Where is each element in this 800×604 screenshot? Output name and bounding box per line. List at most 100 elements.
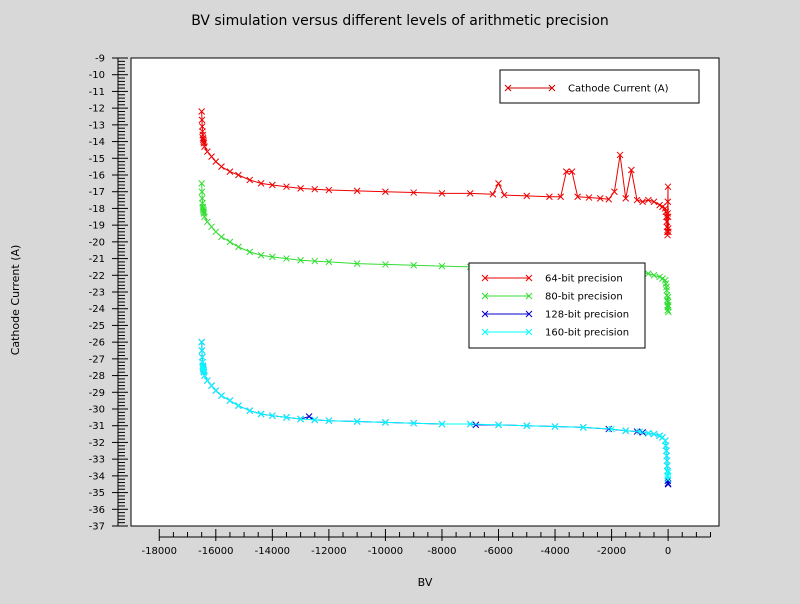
- legend-entry: Cathode Current (A): [504, 84, 669, 95]
- data-point-marker: [665, 308, 672, 316]
- y-tick-label: -36: [89, 505, 105, 516]
- y-tick-label: -12: [89, 104, 105, 115]
- data-point-marker: [305, 413, 313, 420]
- data-point-marker: [198, 195, 206, 202]
- legend-label: 80-bit precision: [545, 292, 623, 303]
- data-point-marker: [650, 198, 658, 206]
- data-point-marker: [596, 195, 604, 202]
- data-point-marker: [663, 452, 671, 460]
- data-point-marker: [579, 424, 587, 431]
- y-tick-label: -35: [89, 488, 105, 499]
- y-tick-label: -37: [89, 522, 105, 533]
- y-tick-label: -32: [89, 438, 105, 449]
- x-tick-label: -2000: [597, 546, 626, 557]
- data-point-marker: [268, 412, 276, 420]
- data-point-marker: [203, 218, 211, 226]
- data-point-marker: [382, 188, 389, 196]
- y-axis: -9 -10 -11 -12 -13 -14 -15 -16 -17 -18 -19 -20 -21 -2…: [89, 54, 128, 533]
- legend-marker: [525, 328, 533, 336]
- data-point-marker: [246, 407, 254, 415]
- data-point-marker: [438, 420, 446, 428]
- data-point-marker: [644, 429, 652, 437]
- y-tick-label: -29: [89, 388, 105, 399]
- data-point-marker: [410, 261, 418, 269]
- data-point-marker: [500, 191, 508, 199]
- y-tick-label: -23: [89, 288, 105, 299]
- data-point-marker: [495, 180, 502, 187]
- data-point-marker: [663, 457, 671, 465]
- data-point-marker: [382, 419, 389, 426]
- data-point-marker: [616, 151, 624, 159]
- legend-label: 160-bit precision: [545, 328, 629, 339]
- data-point-marker: [410, 419, 418, 427]
- y-tick-label: -26: [89, 338, 105, 349]
- y-tick-label: -14: [89, 137, 105, 148]
- data-point-marker: [574, 193, 582, 201]
- legend-marker: [525, 310, 533, 318]
- legend-marker: [548, 84, 556, 92]
- data-point-marker: [198, 338, 206, 346]
- legend-marker: [481, 328, 489, 336]
- data-point-marker: [198, 180, 206, 187]
- data-point-marker: [235, 402, 242, 410]
- data-point-marker: [201, 213, 208, 221]
- data-point-marker: [201, 372, 208, 379]
- data-point-marker: [226, 397, 234, 404]
- legend-main: 64-bit precision 80-bit precision 128-bit …: [468, 262, 646, 349]
- data-point-marker: [297, 415, 304, 423]
- data-point-marker: [201, 143, 208, 150]
- data-point-marker: [353, 418, 361, 425]
- x-tick-label: 0: [665, 546, 671, 557]
- x-tick-label: -16000: [198, 546, 233, 557]
- data-point-marker: [203, 148, 211, 155]
- data-point-marker: [198, 123, 206, 130]
- data-point-marker: [650, 271, 658, 279]
- y-tick-label: -27: [89, 354, 105, 365]
- legend-entry: 160-bit precision: [481, 328, 629, 339]
- data-point-marker: [311, 257, 319, 265]
- data-point-marker: [198, 108, 206, 115]
- legend-marker: [525, 292, 533, 300]
- data-point-marker: [608, 425, 615, 433]
- data-point-marker: [212, 158, 220, 165]
- data-point-marker: [410, 189, 418, 196]
- data-point-marker: [246, 176, 254, 184]
- data-point-marker: [622, 427, 630, 435]
- legend-marker: [481, 274, 489, 282]
- data-point-marker: [664, 183, 672, 191]
- data-point-marker: [585, 194, 593, 201]
- y-tick-label: -31: [89, 421, 105, 432]
- data-point-marker: [325, 186, 333, 194]
- data-point-marker: [664, 213, 672, 221]
- legend-marker: [504, 84, 512, 92]
- data-point-marker: [353, 260, 361, 267]
- y-tick-label: -33: [89, 455, 105, 466]
- data-point-marker: [353, 187, 361, 195]
- data-point-marker: [628, 166, 635, 174]
- data-point-marker: [472, 421, 480, 429]
- data-point-marker: [664, 302, 672, 309]
- y-tick-label: -34: [89, 471, 105, 482]
- data-point-marker: [466, 190, 474, 197]
- y-tick-label: -20: [89, 237, 105, 248]
- data-point-marker: [198, 347, 206, 354]
- data-point-marker: [665, 228, 672, 236]
- x-axis: -18000 -16000 -14000 -12000 -10000 -8000 -6000…: [142, 529, 712, 557]
- data-point-marker: [218, 163, 225, 170]
- legend-top-box: [499, 69, 700, 104]
- legend-marker: [525, 274, 533, 282]
- data-point-marker: [664, 198, 672, 206]
- data-point-marker: [438, 262, 446, 270]
- data-point-marker: [198, 353, 206, 361]
- data-point-marker: [466, 420, 474, 428]
- series-line: [201, 183, 669, 313]
- x-tick-label: -8000: [427, 546, 456, 557]
- data-point-marker: [257, 251, 265, 259]
- data-point-marker: [246, 248, 254, 256]
- data-point-marker: [523, 422, 531, 430]
- data-point-marker: [650, 430, 658, 438]
- y-tick-label: -13: [89, 120, 105, 131]
- data-point-marker: [257, 410, 265, 418]
- y-tick-label: -19: [89, 221, 105, 232]
